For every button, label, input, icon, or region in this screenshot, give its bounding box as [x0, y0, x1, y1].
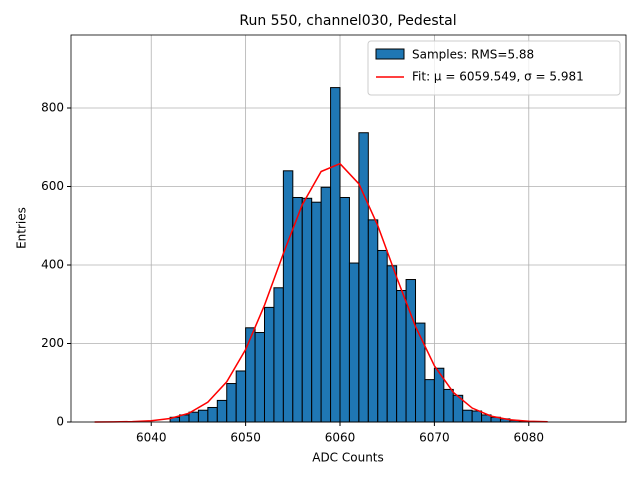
plot-frame — [70, 34, 627, 423]
fit-line — [94, 162, 548, 423]
legend-swatch — [375, 48, 405, 60]
x-tick-label: 6040 — [136, 431, 167, 445]
legend-box — [367, 40, 621, 96]
bar — [282, 170, 294, 423]
y-tick-label: 800 — [41, 101, 64, 115]
bar — [235, 370, 247, 423]
bar — [292, 196, 303, 423]
bar — [245, 327, 256, 423]
bar — [311, 201, 322, 423]
bar — [216, 399, 228, 423]
x-tick-label: 6070 — [419, 431, 450, 445]
bar — [367, 219, 379, 423]
bar — [424, 379, 435, 423]
x-tick-label: 6050 — [230, 431, 261, 445]
bar — [188, 411, 199, 423]
bar — [386, 265, 398, 423]
bar — [358, 132, 369, 423]
bar — [377, 249, 388, 423]
bar — [263, 306, 275, 423]
bar — [462, 409, 473, 423]
bar — [471, 410, 483, 423]
bar — [405, 279, 417, 423]
bar — [273, 287, 284, 423]
bar — [301, 197, 313, 423]
chart-title: Run 550, channel030, Pedestal — [239, 13, 456, 29]
bar — [348, 262, 360, 423]
y-tick-label: 0 — [56, 415, 64, 429]
y-tick-label: 400 — [41, 258, 64, 272]
bar — [254, 332, 265, 423]
bar — [330, 87, 341, 423]
y-axis-label: Entries — [15, 207, 29, 249]
bar — [226, 383, 237, 423]
legend-label: Samples: RMS=5.88 — [412, 48, 534, 62]
legend-label: Fit: μ = 6059.549, σ = 5.981 — [412, 70, 584, 84]
bar — [339, 196, 350, 423]
bar — [396, 290, 407, 423]
x-tick-label: 6060 — [325, 431, 356, 445]
bar — [443, 388, 454, 423]
bar — [207, 406, 218, 423]
x-tick-label: 6080 — [514, 431, 545, 445]
x-axis-label: ADC Counts — [312, 451, 384, 465]
y-tick-label: 200 — [41, 336, 64, 350]
legend: Samples: RMS=5.88 Fit: μ = 6059.549, σ = … — [367, 40, 621, 96]
y-tick-label: 600 — [41, 179, 64, 193]
bar — [197, 409, 209, 423]
bar — [320, 186, 332, 423]
